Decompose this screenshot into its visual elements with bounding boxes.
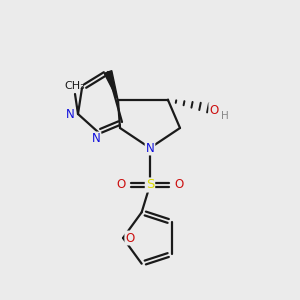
Text: N: N [92,133,100,146]
Text: N: N [146,142,154,154]
Text: S: S [146,178,154,191]
Text: O: O [116,178,126,191]
Text: O: O [174,178,184,191]
Text: H: H [221,111,229,121]
Text: O: O [125,232,135,244]
Text: O: O [209,103,219,116]
Polygon shape [104,71,118,100]
Text: CH₃: CH₃ [64,81,86,91]
Text: N: N [66,107,74,121]
